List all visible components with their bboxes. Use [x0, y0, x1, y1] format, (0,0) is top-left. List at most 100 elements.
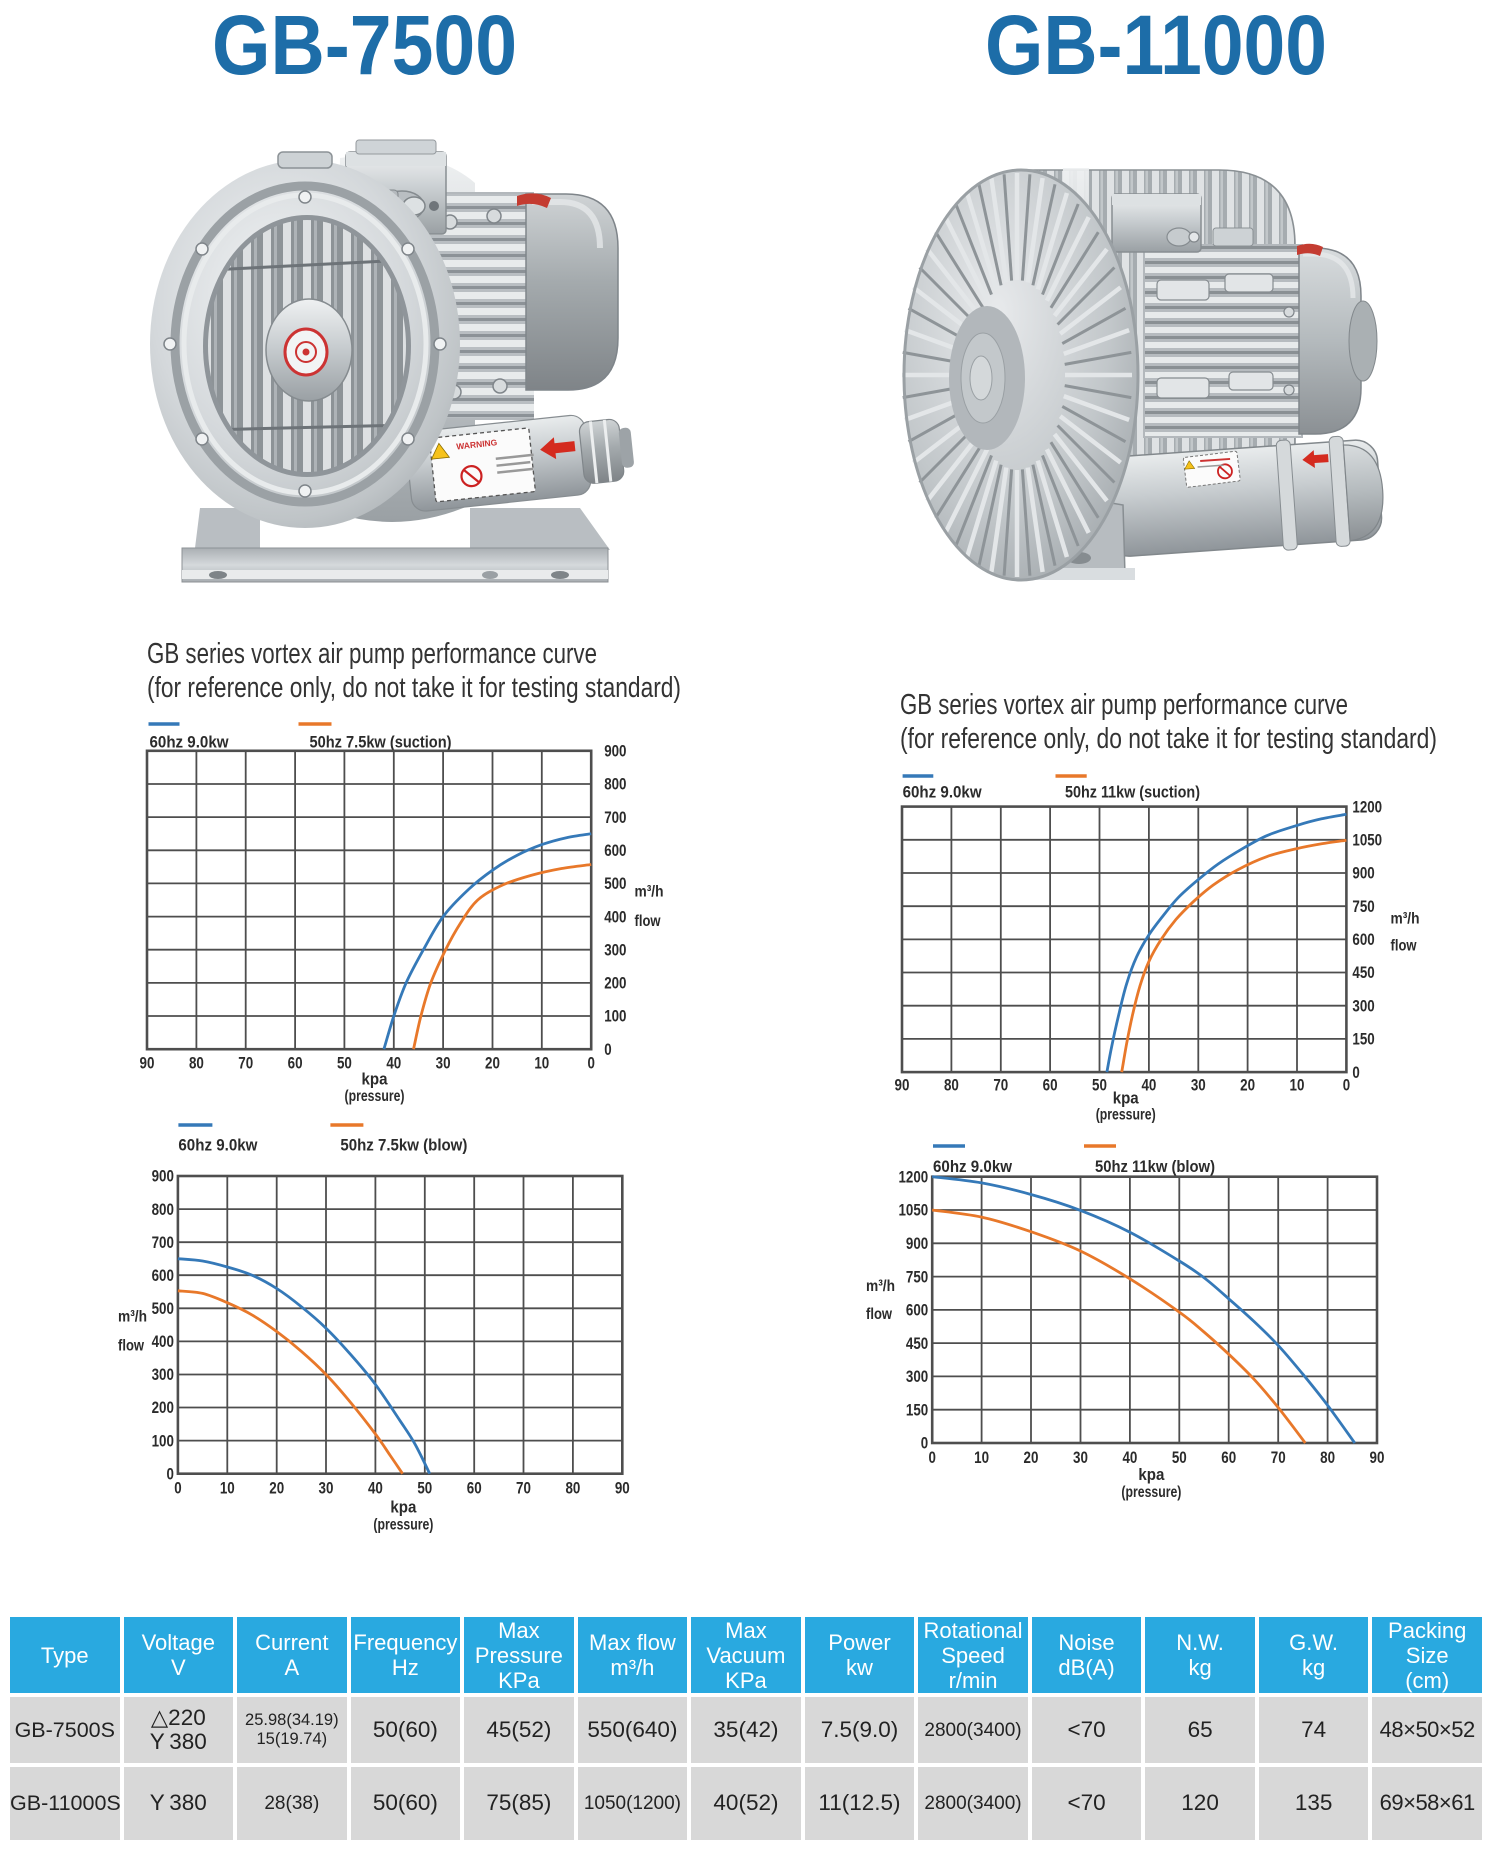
svg-text:m³/h: m³/h [635, 883, 664, 900]
svg-text:600: 600 [604, 842, 626, 860]
svg-text:450: 450 [906, 1335, 928, 1353]
svg-text:(pressure): (pressure) [345, 1088, 405, 1105]
svg-text:600: 600 [906, 1302, 928, 1320]
svg-text:(pressure): (pressure) [1121, 1484, 1181, 1501]
svg-text:10: 10 [974, 1449, 989, 1467]
svg-text:400: 400 [604, 908, 626, 926]
svg-text:40: 40 [1141, 1077, 1156, 1095]
svg-text:300: 300 [1352, 997, 1374, 1015]
svg-text:700: 700 [604, 809, 626, 827]
svg-text:700: 700 [152, 1234, 174, 1252]
svg-text:60: 60 [1043, 1077, 1058, 1095]
svg-text:40: 40 [1122, 1449, 1137, 1467]
svg-text:300: 300 [906, 1368, 928, 1386]
svg-text:80: 80 [565, 1479, 580, 1497]
svg-text:flow: flow [866, 1306, 892, 1323]
svg-text:60hz 9.0kw: 60hz 9.0kw [933, 1157, 1013, 1176]
svg-text:flow: flow [635, 913, 661, 930]
svg-text:90: 90 [1370, 1449, 1385, 1467]
svg-text:70: 70 [516, 1479, 531, 1497]
svg-text:90: 90 [895, 1077, 910, 1095]
svg-text:150: 150 [906, 1401, 928, 1419]
svg-text:kpa: kpa [390, 1498, 417, 1516]
svg-text:(for reference only, do not ta: (for reference only, do not take it for … [900, 723, 1437, 755]
svg-text:600: 600 [1352, 931, 1374, 949]
svg-text:1050: 1050 [899, 1202, 929, 1220]
svg-text:40: 40 [368, 1479, 383, 1497]
svg-text:(pressure): (pressure) [1096, 1107, 1156, 1124]
svg-text:600: 600 [152, 1267, 174, 1285]
svg-text:300: 300 [152, 1366, 174, 1384]
svg-text:100: 100 [152, 1432, 174, 1450]
svg-text:500: 500 [152, 1300, 174, 1318]
svg-text:500: 500 [604, 875, 626, 893]
svg-text:0: 0 [174, 1479, 181, 1497]
svg-text:m³/h: m³/h [866, 1278, 895, 1295]
svg-text:10: 10 [1290, 1077, 1305, 1095]
svg-text:150: 150 [1352, 1031, 1374, 1049]
svg-text:0: 0 [1352, 1064, 1359, 1082]
svg-text:200: 200 [604, 975, 626, 993]
svg-text:m³/h: m³/h [1391, 911, 1420, 928]
svg-text:0: 0 [1343, 1077, 1350, 1095]
svg-text:kpa: kpa [362, 1070, 389, 1088]
svg-text:(pressure): (pressure) [373, 1516, 433, 1533]
svg-text:40: 40 [386, 1054, 401, 1072]
svg-text:900: 900 [906, 1235, 928, 1253]
svg-text:900: 900 [1352, 865, 1374, 883]
svg-text:GB series vortex air pump perf: GB series vortex air pump performance cu… [147, 638, 597, 670]
svg-text:50: 50 [337, 1054, 352, 1072]
svg-text:750: 750 [906, 1268, 928, 1286]
svg-text:750: 750 [1352, 898, 1374, 916]
svg-text:60hz 9.0kw: 60hz 9.0kw [903, 783, 983, 802]
svg-text:60: 60 [467, 1479, 482, 1497]
svg-text:(for reference only, do not ta: (for reference only, do not take it for … [147, 672, 681, 704]
svg-text:flow: flow [1391, 938, 1417, 955]
svg-text:30: 30 [1191, 1077, 1206, 1095]
svg-text:20: 20 [485, 1054, 500, 1072]
svg-text:0: 0 [167, 1465, 174, 1483]
svg-text:900: 900 [604, 743, 626, 761]
svg-text:1200: 1200 [1352, 798, 1382, 816]
svg-text:50hz 7.5kw (blow): 50hz 7.5kw (blow) [340, 1135, 467, 1154]
svg-text:kpa: kpa [1113, 1090, 1140, 1108]
svg-text:800: 800 [152, 1201, 174, 1219]
svg-text:60: 60 [1221, 1449, 1236, 1467]
svg-text:50hz 11kw (blow): 50hz 11kw (blow) [1095, 1157, 1215, 1176]
svg-text:50hz 11kw (suction): 50hz 11kw (suction) [1065, 783, 1200, 802]
svg-text:300: 300 [604, 941, 626, 959]
svg-text:50hz 7.5kw (suction): 50hz 7.5kw (suction) [310, 732, 452, 751]
svg-text:70: 70 [1271, 1449, 1286, 1467]
svg-text:10: 10 [534, 1054, 549, 1072]
svg-text:30: 30 [1073, 1449, 1088, 1467]
svg-text:200: 200 [152, 1399, 174, 1417]
svg-text:GB-7500: GB-7500 [212, 0, 517, 92]
svg-text:0: 0 [588, 1054, 595, 1072]
svg-text:GB-11000: GB-11000 [985, 0, 1327, 92]
svg-text:60: 60 [288, 1054, 303, 1072]
svg-text:400: 400 [152, 1333, 174, 1351]
svg-text:900: 900 [152, 1168, 174, 1186]
svg-text:70: 70 [993, 1077, 1008, 1095]
svg-text:90: 90 [615, 1479, 630, 1497]
svg-text:50: 50 [1092, 1077, 1107, 1095]
svg-text:80: 80 [189, 1054, 204, 1072]
svg-text:60hz 9.0kw: 60hz 9.0kw [178, 1135, 258, 1154]
svg-text:100: 100 [604, 1008, 626, 1026]
svg-text:90: 90 [140, 1054, 155, 1072]
svg-text:80: 80 [1320, 1449, 1335, 1467]
svg-text:50: 50 [1172, 1449, 1187, 1467]
svg-text:80: 80 [944, 1077, 959, 1095]
svg-text:0: 0 [604, 1041, 611, 1059]
svg-text:20: 20 [1024, 1449, 1039, 1467]
svg-text:10: 10 [220, 1479, 235, 1497]
svg-text:0: 0 [921, 1435, 928, 1453]
svg-text:20: 20 [1240, 1077, 1255, 1095]
svg-text:800: 800 [604, 776, 626, 794]
svg-text:kpa: kpa [1138, 1466, 1165, 1484]
svg-text:1200: 1200 [899, 1168, 929, 1186]
svg-text:WARNING: WARNING [456, 437, 498, 451]
svg-text:GB series vortex air pump perf: GB series vortex air pump performance cu… [900, 689, 1348, 721]
svg-text:flow: flow [118, 1337, 144, 1354]
svg-text:30: 30 [319, 1479, 334, 1497]
